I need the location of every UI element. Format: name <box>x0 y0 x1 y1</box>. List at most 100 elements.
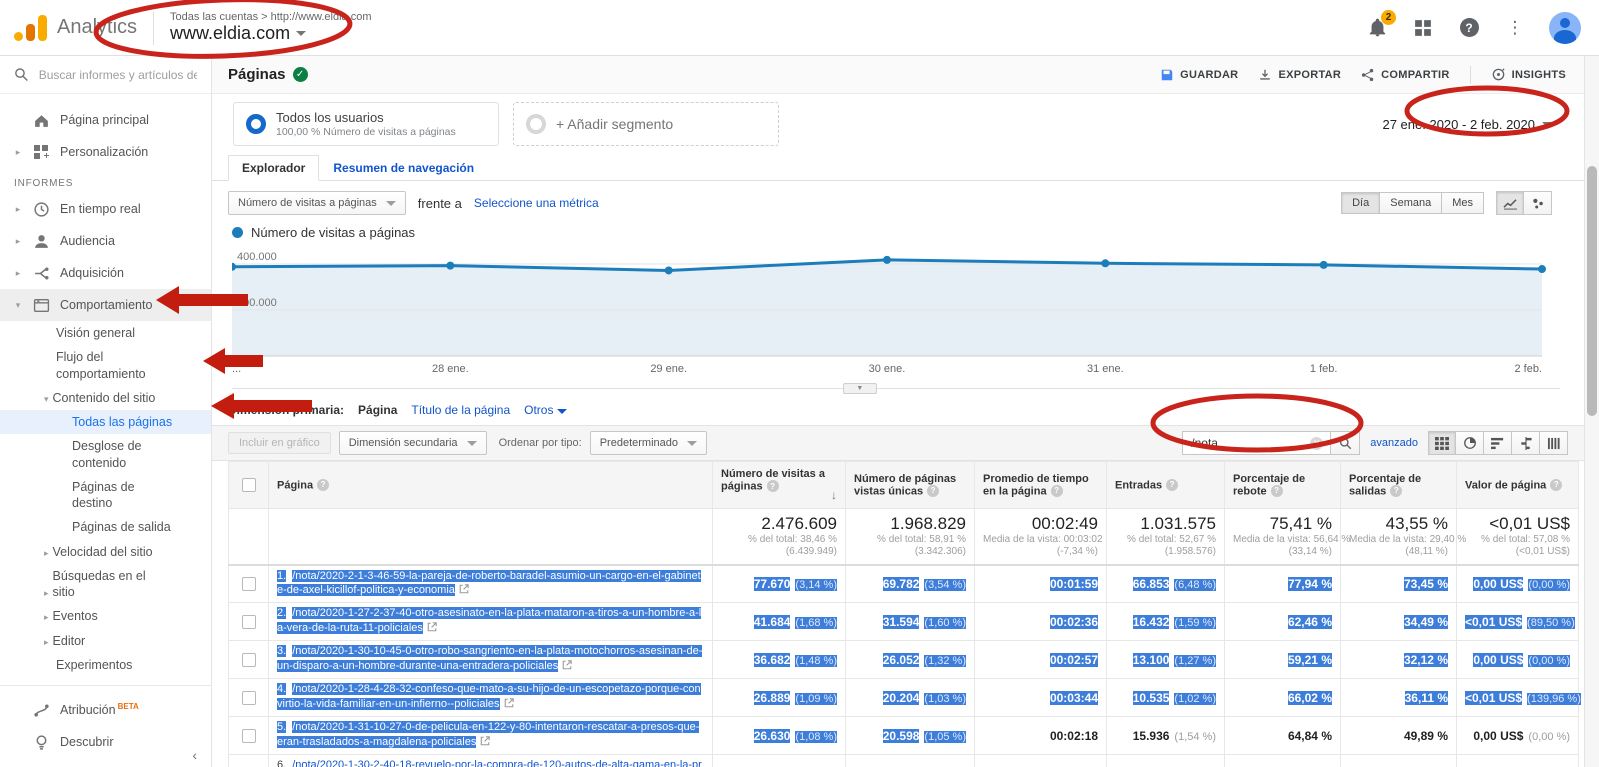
motion-chart-view-icon[interactable] <box>1524 191 1552 215</box>
help-icon[interactable]: ? <box>1050 484 1063 497</box>
column-header-rebote[interactable]: Porcentaje de rebote? <box>1224 461 1341 509</box>
sidebar-item-audience[interactable]: ▸ Audiencia <box>15 234 115 248</box>
percentage-view-icon[interactable] <box>1456 431 1484 455</box>
add-segment-button[interactable]: + Añadir segmento <box>513 102 779 146</box>
sidebar-item-publisher[interactable]: ▸ Editor <box>44 633 86 648</box>
tab-explorer[interactable]: Explorador <box>228 155 320 181</box>
sidebar-item-site-content[interactable]: ▾ Contenido del sitio <box>44 390 156 405</box>
secondary-dimension-dropdown[interactable]: Dimensión secundaria <box>338 431 487 455</box>
sort-type-dropdown[interactable]: Predeterminado <box>589 431 707 455</box>
sidebar-item-events[interactable]: ▸ Eventos <box>44 609 98 624</box>
pivot-view-icon[interactable] <box>1540 431 1568 455</box>
metric-dropdown[interactable]: Número de visitas a páginas <box>228 191 406 215</box>
help-icon[interactable]: ? <box>1457 16 1481 40</box>
sidebar-item-label: Audiencia <box>60 234 115 248</box>
open-in-new-icon[interactable] <box>459 584 469 599</box>
page-url-link[interactable]: /nota/2020-1-30-10-45-0-otro-robo-sangri… <box>277 645 703 673</box>
sidebar-item-home[interactable]: Página principal <box>0 104 211 136</box>
page-url-link[interactable]: /nota/2020-1-28-4-28-32-confeso-que-mato… <box>277 683 701 711</box>
help-icon[interactable]: ? <box>1550 478 1563 491</box>
granularity-week-button[interactable]: Semana <box>1380 192 1443 214</box>
apps-grid-icon[interactable] <box>1411 16 1435 40</box>
sidebar-collapse-icon[interactable]: ‹ <box>192 747 197 763</box>
sidebar-item-admin[interactable]: ⚙ Administrar <box>0 758 211 767</box>
help-icon[interactable]: ? <box>927 484 940 497</box>
table-view-icon[interactable] <box>1428 431 1456 455</box>
open-in-new-icon[interactable] <box>504 698 514 713</box>
column-header-tiempo[interactable]: Promedio de tiempo en la página? <box>974 461 1107 509</box>
sort-type-label: Ordenar por tipo: <box>498 437 582 449</box>
row-checkbox[interactable] <box>241 614 256 629</box>
chart-scrollbar-handle[interactable]: ▼ <box>842 383 877 394</box>
line-chart-view-icon[interactable] <box>1496 191 1524 215</box>
help-icon[interactable]: ? <box>1270 484 1283 497</box>
dimension-page-title-link[interactable]: Título de la página <box>411 403 511 417</box>
column-header-valor[interactable]: Valor de página? <box>1456 461 1579 509</box>
sidebar-item-landing-pages[interactable]: Páginas de destino <box>0 475 211 516</box>
date-range-picker[interactable]: 27 ene. 2020 - 2 feb. 2020 <box>1382 117 1566 132</box>
user-avatar[interactable] <box>1549 11 1581 44</box>
advanced-link[interactable]: avanzado <box>1370 437 1418 449</box>
export-button[interactable]: EXPORTAR <box>1258 68 1341 82</box>
segment-all-users[interactable]: Todos los usuarios 100,00 % Número de vi… <box>233 102 499 146</box>
page-url-link[interactable]: /nota/2020-1-30-2-40-18-revuelo-por-la-c… <box>292 759 702 767</box>
sidebar-item-attribution[interactable]: Atribución BETA <box>0 694 211 726</box>
tab-navigation-summary[interactable]: Resumen de navegación <box>333 161 475 175</box>
page-url-link[interactable]: /nota/2020-2-1-3-46-59-la-pareja-de-robe… <box>277 569 701 597</box>
row-checkbox[interactable] <box>241 728 256 743</box>
vertical-scrollbar[interactable] <box>1584 56 1599 767</box>
more-options-icon[interactable]: ⋮ <box>1506 17 1524 37</box>
open-in-new-icon[interactable] <box>480 736 491 751</box>
scrollbar-handle[interactable] <box>1587 166 1597 416</box>
column-header-unicas[interactable]: Número de páginas vistas únicas? <box>845 461 975 509</box>
performance-view-icon[interactable] <box>1484 431 1512 455</box>
sidebar-item-site-search[interactable]: ▸Búsquedas en el sitio <box>0 564 211 605</box>
insights-button[interactable]: INSIGHTS <box>1491 67 1566 82</box>
row-checkbox[interactable] <box>241 576 256 591</box>
sidebar-item-realtime[interactable]: ▸ En tiempo real <box>15 201 141 217</box>
column-header-salidas[interactable]: Porcentaje de salidas? <box>1340 461 1457 509</box>
select-metric-link[interactable]: Seleccione una métrica <box>473 196 599 210</box>
select-all-checkbox[interactable] <box>241 478 256 492</box>
help-icon[interactable]: ? <box>1390 484 1403 497</box>
sidebar-item-behavior[interactable]: ▾ Comportamiento <box>0 289 211 321</box>
sidebar-search[interactable]: Buscar informes y artículos de <box>0 56 211 94</box>
sidebar-item-acquisition[interactable]: ▸ Adquisición <box>15 266 124 280</box>
sidebar-item-experiments[interactable]: Experimentos <box>0 653 211 677</box>
column-header-visitas[interactable]: Número de visitas a páginas? ↓ <box>712 461 846 509</box>
account-selector[interactable]: www.eldia.com <box>170 23 371 44</box>
sidebar-item-content-drilldown[interactable]: Desglose de contenido <box>0 434 211 475</box>
open-in-new-icon[interactable] <box>562 660 572 675</box>
clear-search-icon[interactable]: ✕ <box>1310 436 1324 450</box>
help-icon[interactable]: ? <box>1166 478 1179 491</box>
save-button[interactable]: GUARDAR <box>1160 68 1238 82</box>
sidebar-item-behavior-overview[interactable]: Visión general <box>0 321 211 345</box>
open-in-new-icon[interactable] <box>427 622 437 637</box>
dimension-page[interactable]: Página <box>358 403 398 417</box>
page-url-link[interactable]: /nota/2020-1-27-2-37-40-otro-asesinato-e… <box>277 607 702 635</box>
sidebar-item-personalization[interactable]: ▸ Personalización <box>15 145 149 159</box>
sidebar-item-behavior-flow[interactable]: Flujo del comportamiento <box>0 345 211 386</box>
chart-scrollbar[interactable]: ▼ <box>232 383 1560 395</box>
granularity-day-button[interactable]: Día <box>1341 192 1381 214</box>
table-search-input[interactable] <box>1182 431 1331 455</box>
notifications-bell-icon[interactable]: 2 <box>1365 9 1396 40</box>
share-button[interactable]: COMPARTIR <box>1361 68 1450 82</box>
help-icon[interactable]: ? <box>766 480 779 492</box>
sidebar-item-exit-pages[interactable]: Páginas de salida <box>0 515 211 539</box>
row-checkbox[interactable] <box>241 652 256 667</box>
column-header-entradas[interactable]: Entradas? <box>1106 461 1225 509</box>
sidebar-item-all-pages[interactable]: Todas las páginas <box>0 410 211 435</box>
timeseries-chart: 400.000 200.000... 28 ene. 29 ene. 30 ene. 31… <box>212 242 1584 383</box>
sidebar-item-site-speed[interactable]: ▸ Velocidad del sitio <box>44 544 153 559</box>
row-checkbox[interactable] <box>241 690 256 705</box>
granularity-month-button[interactable]: Mes <box>1442 192 1484 214</box>
search-submit-button[interactable] <box>1330 431 1361 455</box>
column-header-pagina[interactable]: Página? <box>268 461 713 509</box>
sidebar-item-discover[interactable]: Descubrir <box>0 726 211 758</box>
dimension-others-link[interactable]: Otros <box>524 403 567 417</box>
page-url-cell: 4./nota/2020-1-28-4-28-32-confeso-que-ma… <box>268 678 713 718</box>
help-icon[interactable]: ? <box>317 478 330 491</box>
plot-rows-button[interactable]: Incluir en gráfico <box>228 432 331 454</box>
comparison-view-icon[interactable] <box>1512 431 1540 455</box>
